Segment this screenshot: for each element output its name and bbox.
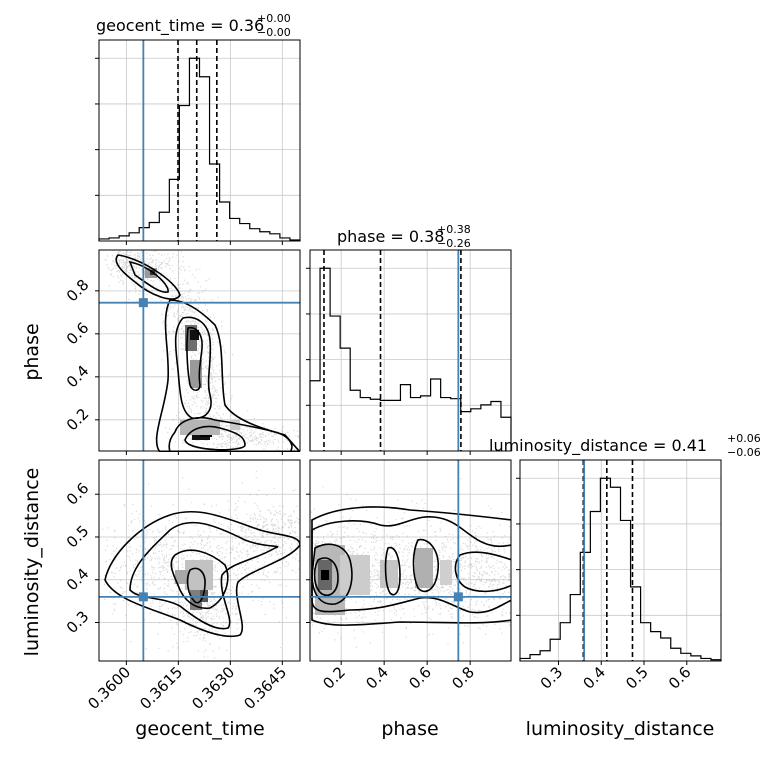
plot-layer: 0.3600 0.3615 0.3630 0.3645 0.2 0.4 0.6 0.8 0.3 0… xyxy=(63,39,722,713)
contour-21-2 xyxy=(313,557,339,596)
panel-frame-22 xyxy=(519,459,722,662)
y-tick-label-phase-2: 0.6 xyxy=(63,319,93,349)
title-phase: phase = 0.38 +0.38 −0.26 xyxy=(337,223,471,250)
panel-frame-20 xyxy=(98,459,301,662)
contour-10-2 xyxy=(174,316,212,420)
histogram-phase xyxy=(309,267,512,451)
panel-frame-00 xyxy=(98,39,301,242)
x-tick-label-geocent_time-2: 0.3630 xyxy=(188,663,238,713)
truth-marker-10 xyxy=(138,298,148,308)
x-tick-label-phase-0: 0.2 xyxy=(319,663,349,693)
panel-frame-11 xyxy=(309,249,512,452)
contour-10-5 xyxy=(184,425,246,451)
contour-21-0 xyxy=(311,516,511,614)
y-axis-label-luminosity-distance: luminosity_distance xyxy=(21,468,43,657)
y-tick-label-luminosity_distance-3: 0.6 xyxy=(63,479,93,509)
contour-21-5 xyxy=(454,551,511,593)
title-luminosity-distance-plus: +0.06 xyxy=(727,432,760,445)
title-luminosity-distance-main: luminosity_distance = 0.41 xyxy=(489,436,707,456)
x-tick-label-geocent_time-0: 0.3600 xyxy=(84,663,134,713)
density-cell-10-8 xyxy=(230,420,240,430)
panel-frame-10 xyxy=(98,249,301,452)
contour-10-1 xyxy=(128,260,169,293)
contour-20-0 xyxy=(129,521,279,630)
title-geocent-time-main: geocent_time = 0.36 xyxy=(96,16,264,36)
title-luminosity-distance: luminosity_distance = 0.41 +0.06 −0.06 xyxy=(489,432,760,459)
density-cell-21-2 xyxy=(321,570,329,580)
x-tick-label-geocent_time-1: 0.3615 xyxy=(136,663,186,713)
x-tick-label-phase-1: 0.4 xyxy=(362,663,392,693)
y-axis-label-phase: phase xyxy=(21,323,43,380)
panel-frame-21 xyxy=(309,459,512,662)
title-phase-minus: −0.26 xyxy=(437,237,471,250)
contour-10-3 xyxy=(186,326,203,392)
x-tick-label-geocent_time-3: 0.3645 xyxy=(240,663,290,713)
y-tick-label-luminosity_distance-0: 0.3 xyxy=(63,607,93,637)
contour-20-3 xyxy=(104,510,300,638)
contour-10-0 xyxy=(115,254,181,300)
y-tick-label-phase-0: 0.2 xyxy=(63,405,93,435)
density-cell-20-4 xyxy=(175,570,189,584)
x-tick-label-luminosity_distance-2: 0.5 xyxy=(622,663,652,693)
truth-marker-21 xyxy=(453,592,463,602)
density-cell-21-6 xyxy=(440,560,452,585)
title-phase-main: phase = 0.38 xyxy=(337,227,444,246)
contour-10-6 xyxy=(155,299,300,452)
panel-content-21 xyxy=(310,478,511,648)
truth-marker-20 xyxy=(138,592,148,602)
contour-20-1 xyxy=(170,549,229,610)
contour-21-3 xyxy=(384,546,401,596)
density-cell-21-4 xyxy=(380,560,398,588)
contour-21-4 xyxy=(412,538,439,593)
y-tick-label-phase-3: 0.8 xyxy=(63,276,93,306)
y-tick-label-phase-1: 0.4 xyxy=(63,362,93,392)
panel-content-10 xyxy=(104,250,300,452)
density-cell-21-5 xyxy=(415,548,433,588)
title-geocent-time: geocent_time = 0.36 +0.00 −0.00 xyxy=(96,12,291,39)
x-axis-label-phase: phase xyxy=(381,718,438,740)
x-tick-label-luminosity_distance-3: 0.6 xyxy=(665,663,695,693)
density-cell-21-3 xyxy=(340,555,370,595)
title-geocent-time-minus: −0.00 xyxy=(257,26,291,39)
x-tick-label-luminosity_distance-0: 0.3 xyxy=(537,663,567,693)
contour-20-2 xyxy=(186,567,206,604)
title-geocent-time-plus: +0.00 xyxy=(257,12,291,25)
histogram-luminosity_distance xyxy=(519,477,722,661)
panel-content-20 xyxy=(102,470,300,661)
x-tick-label-phase-2: 0.6 xyxy=(405,663,435,693)
x-tick-label-phase-3: 0.8 xyxy=(448,663,478,693)
y-tick-label-luminosity_distance-2: 0.5 xyxy=(63,522,93,552)
density-cell-20-2 xyxy=(185,560,213,590)
histogram-geocent_time xyxy=(98,57,301,241)
title-phase-plus: +0.38 xyxy=(437,223,471,236)
title-luminosity-distance-minus: −0.06 xyxy=(727,446,760,459)
x-tick-label-luminosity_distance-1: 0.4 xyxy=(579,663,609,693)
y-tick-label-luminosity_distance-1: 0.4 xyxy=(63,565,93,595)
x-axis-label-geocent-time: geocent_time xyxy=(135,718,264,740)
contour-21-1 xyxy=(311,543,353,605)
x-axis-label-luminosity-distance: luminosity_distance xyxy=(526,718,715,740)
density-cell-10-1 xyxy=(190,330,199,340)
contour-21-6 xyxy=(311,506,511,626)
